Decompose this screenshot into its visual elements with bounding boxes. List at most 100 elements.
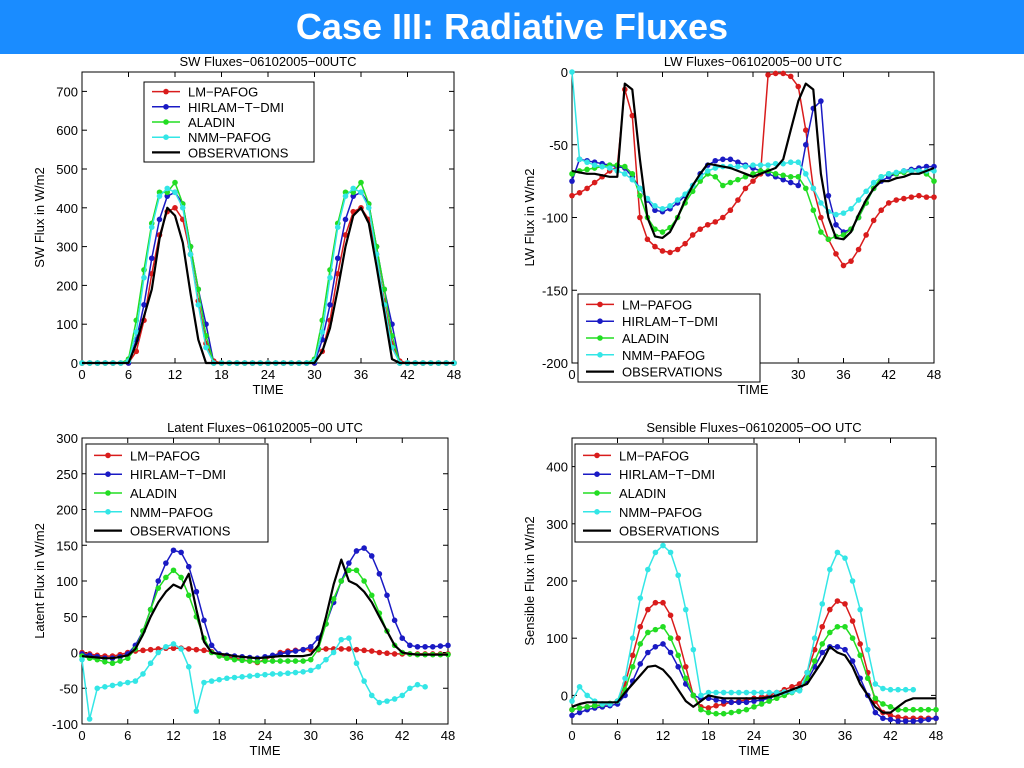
data-point <box>743 689 750 696</box>
data-point <box>132 678 139 684</box>
data-point <box>705 689 712 696</box>
y-tick-label: 0 <box>71 356 78 371</box>
data-point <box>239 657 245 664</box>
data-point <box>208 642 215 649</box>
data-point <box>864 675 871 682</box>
data-point <box>885 200 892 206</box>
x-tick-label: 6 <box>614 728 621 743</box>
data-point <box>795 182 802 189</box>
data-point <box>350 193 357 199</box>
data-point <box>713 689 719 696</box>
data-point <box>576 189 583 196</box>
x-tick-label: 42 <box>395 728 409 743</box>
data-point <box>834 598 841 604</box>
y-axis-label: Latent Flux in W/m2 <box>32 523 47 639</box>
data-point <box>720 156 726 163</box>
data-point <box>201 647 207 654</box>
data-point <box>667 203 673 209</box>
data-point <box>645 629 651 636</box>
data-point <box>910 706 917 713</box>
data-point <box>163 643 169 650</box>
data-point <box>735 159 741 166</box>
data-point <box>682 240 688 247</box>
legend-entry: LM−PAFOG <box>622 297 692 312</box>
data-point <box>840 232 847 238</box>
data-point <box>804 669 810 676</box>
data-point <box>124 655 131 662</box>
data-point <box>901 168 907 174</box>
data-point <box>319 329 326 335</box>
data-point <box>667 635 674 641</box>
y-tick-label: -100 <box>542 211 568 226</box>
data-point <box>422 684 428 690</box>
data-point <box>863 232 869 238</box>
data-point <box>637 623 644 630</box>
data-point <box>855 246 862 253</box>
data-point <box>660 542 666 549</box>
data-point <box>629 171 636 177</box>
data-point <box>178 549 184 556</box>
data-point <box>285 649 291 656</box>
data-point <box>569 192 575 199</box>
data-point <box>368 553 375 559</box>
data-point <box>224 655 230 662</box>
data-point <box>156 216 163 223</box>
data-point <box>342 189 349 196</box>
data-point <box>201 617 207 624</box>
data-point <box>842 555 848 561</box>
data-point <box>334 224 341 230</box>
data-point <box>918 717 924 724</box>
data-point <box>833 211 839 218</box>
data-point <box>323 646 329 652</box>
data-point <box>849 658 856 664</box>
data-point <box>713 702 719 709</box>
data-point <box>368 592 375 599</box>
data-point <box>713 697 719 703</box>
data-point <box>338 646 345 652</box>
data-point <box>629 112 636 119</box>
data-point <box>185 563 192 570</box>
data-point <box>109 660 116 667</box>
legend-marker <box>105 490 111 496</box>
data-point <box>246 673 253 679</box>
data-point <box>437 643 444 649</box>
series-line <box>81 637 426 720</box>
data-point <box>751 689 757 696</box>
legend-entry: HIRLAM−T−DMI <box>622 314 718 329</box>
x-tick-label: 24 <box>258 728 272 743</box>
data-point <box>698 692 704 699</box>
data-point <box>391 696 398 702</box>
data-point <box>690 646 697 653</box>
legend-entry: OBSERVATIONS <box>130 524 231 539</box>
y-tick-label: 50 <box>64 610 78 625</box>
x-tick-label: 42 <box>400 367 414 382</box>
data-point <box>254 672 261 679</box>
data-point <box>330 596 337 602</box>
data-point <box>916 192 922 199</box>
data-point <box>208 678 215 684</box>
data-point <box>757 162 764 168</box>
series-line <box>571 645 936 714</box>
data-point <box>300 669 306 675</box>
data-point <box>887 712 894 719</box>
data-point <box>224 675 230 682</box>
data-point <box>675 572 681 579</box>
slide-title-bar: Case III: Radiative Fluxes <box>0 0 1024 54</box>
sw-flux-chart: SW Fluxes−06102005−00UTC 0 6 12 18 24 30 36 42 48… <box>32 54 461 397</box>
data-point <box>880 715 886 722</box>
data-point <box>384 650 390 657</box>
data-point <box>872 695 879 702</box>
data-point <box>827 566 833 573</box>
legend-entry: ALADIN <box>619 486 666 501</box>
data-point <box>827 606 833 613</box>
data-point <box>855 197 862 203</box>
data-point <box>164 185 171 192</box>
data-point <box>193 708 200 714</box>
data-point <box>203 344 209 351</box>
data-point <box>834 549 841 556</box>
data-point <box>285 658 291 664</box>
data-point <box>931 194 937 200</box>
data-point <box>334 255 341 262</box>
data-point <box>818 229 824 235</box>
data-point <box>780 70 786 77</box>
